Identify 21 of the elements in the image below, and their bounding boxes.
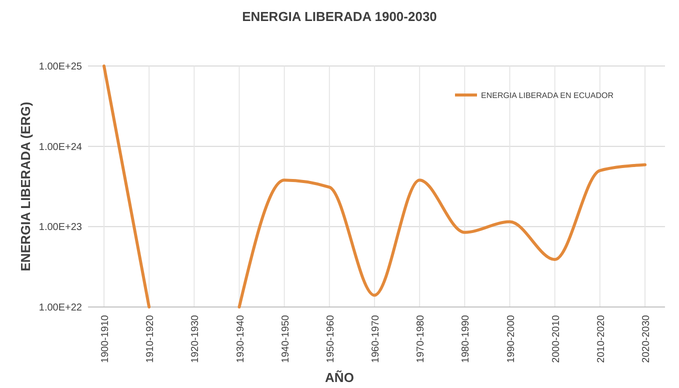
x-tick-label: 2020-2030: [641, 314, 652, 363]
x-tick-label: 1930-1940: [235, 314, 246, 363]
x-tick-label: 1970-1980: [416, 314, 427, 363]
y-tick-label: 1.00E+23: [38, 222, 82, 234]
x-tick-label: 1920-1930: [190, 314, 202, 363]
x-tick-label: 1900-1910: [100, 314, 111, 363]
x-tick-label: 1960-1970: [370, 314, 382, 363]
x-tick-label: 1950-1960: [325, 314, 336, 363]
y-tick-label: 1.00E+22: [38, 302, 82, 314]
y-tick-label: 1.00E+25: [38, 62, 82, 72]
chart-title: ENERGIA LIBERADA 1900-2030: [242, 9, 437, 24]
x-tick-label: 1990-2000: [506, 314, 517, 363]
x-tick-label: 1940-1950: [280, 314, 292, 363]
x-tick-label: 1980-1990: [460, 314, 472, 363]
legend-label: ENERGIA LIBERADA EN ECUADOR: [481, 90, 614, 100]
y-axis-title: ENERGIA LIBERADA (ERG): [18, 102, 33, 272]
x-axis-title: AÑO: [325, 370, 354, 385]
y-tick-label: 1.00E+24: [38, 142, 82, 153]
x-tick-label: 2000-2010: [550, 314, 562, 363]
x-tick-label: 2010-2020: [596, 314, 607, 363]
x-tick-label: 1910-1920: [145, 314, 156, 363]
